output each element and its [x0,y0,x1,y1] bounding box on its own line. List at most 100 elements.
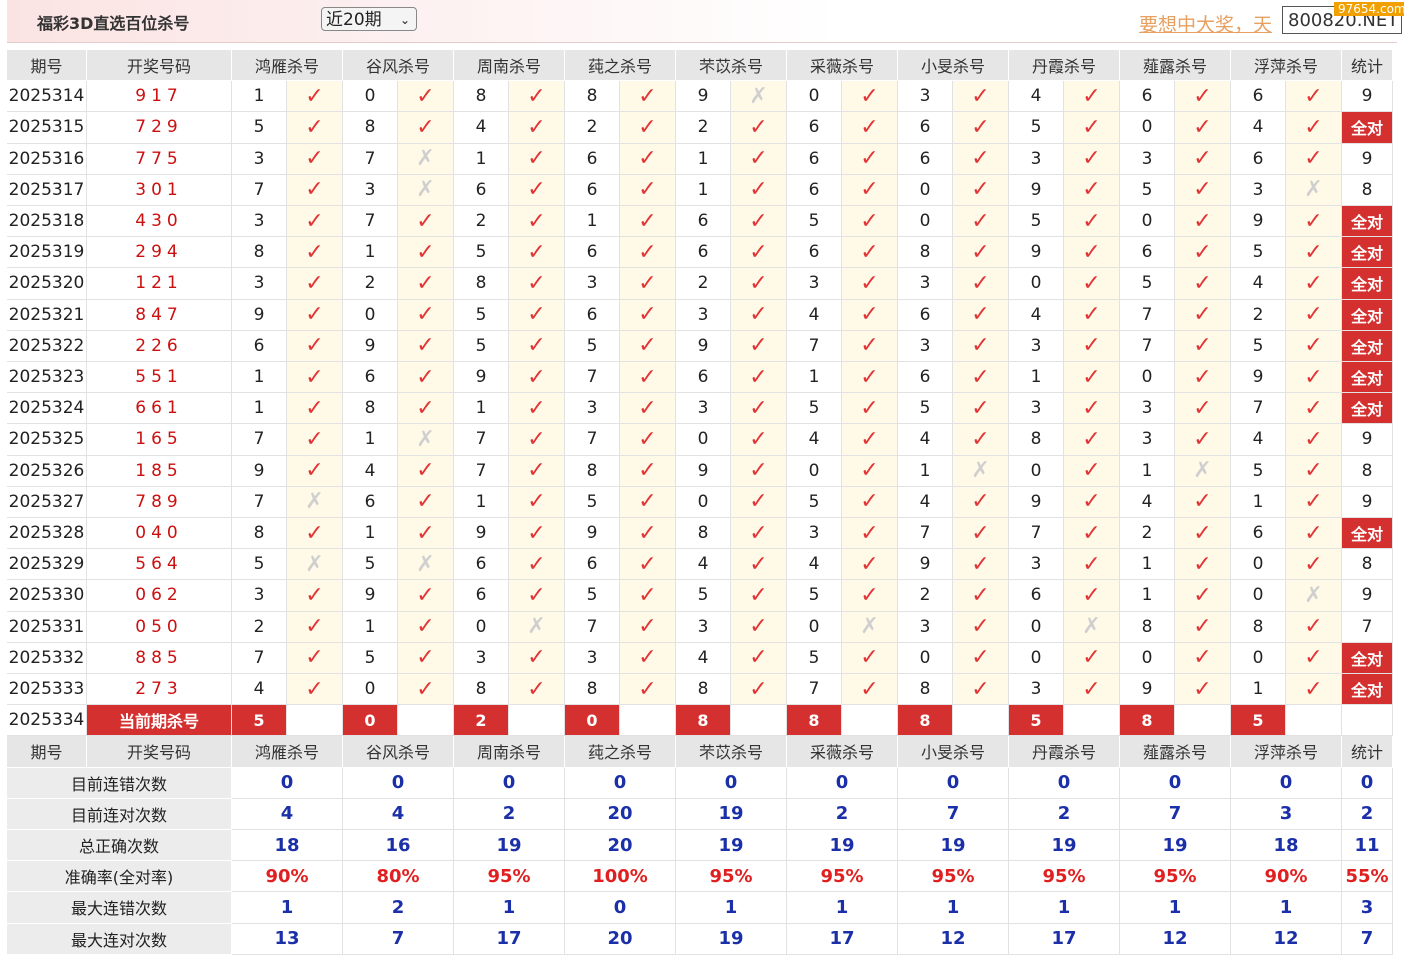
summary-value: 55% [1342,861,1393,893]
kill-number: 6 [1009,580,1064,612]
kill-number: 3 [1120,143,1175,175]
summary-label: 总正确次数 [7,830,232,862]
kill-number: 4 [676,642,731,674]
kill-number: 5 [232,549,287,581]
kill-status: ✓ [287,81,343,113]
kill-number: 4 [232,674,287,706]
period-select[interactable]: 近20期 ⌄ [321,7,417,31]
kill-number: 2 [898,580,953,612]
summary-label: 最大连对次数 [7,923,232,955]
kill-status: ✓ [953,206,1009,238]
kill-status: ✓ [509,486,565,518]
summary-value: 1 [1231,892,1342,924]
draw-number: 789 [87,486,232,518]
kill-number: 6 [676,362,731,394]
column-header: 薤露杀号 [1120,50,1231,82]
kill-status: ✗ [287,549,343,581]
kill-number: 7 [1009,518,1064,550]
kill-status: ✓ [287,518,343,550]
select-text: 近20期 [326,10,382,30]
kill-status: ✓ [953,268,1009,300]
column-header: 开奖号码 [87,50,232,82]
kill-status: ✓ [1286,206,1342,238]
kill-number: 5 [1120,268,1175,300]
current-kill: 5 [1231,705,1286,737]
stat: 全对 [1342,362,1393,394]
kill-status: ✓ [842,268,898,300]
kill-number: 8 [676,674,731,706]
summary-value: 7 [343,923,454,955]
column-header: 薤露杀号 [1120,736,1231,768]
kill-status: ✓ [1064,143,1120,175]
kill-number: 3 [565,268,620,300]
summary-value: 1 [454,892,565,924]
kill-status: ✓ [1175,81,1231,113]
kill-status: ✓ [287,674,343,706]
column-header: 期号 [7,50,87,82]
kill-status: ✓ [1286,611,1342,643]
kill-number: 8 [454,81,509,113]
summary-value: 4 [343,798,454,830]
current-kill: 5 [1009,705,1064,737]
kill-number: 9 [454,518,509,550]
kill-status: ✓ [398,299,454,331]
stat: 全对 [1342,674,1393,706]
kill-status: ✓ [398,674,454,706]
kill-status: ✓ [842,486,898,518]
kill-status: ✓ [1175,206,1231,238]
kill-number: 6 [1120,237,1175,269]
kill-status: ✓ [1175,174,1231,206]
draw-number: 040 [87,518,232,550]
summary-value: 7 [1120,798,1231,830]
kill-number: 5 [343,642,398,674]
kill-status: ✗ [1286,580,1342,612]
kill-status: ✓ [1175,299,1231,331]
kill-number: 4 [787,299,842,331]
draw-number: 185 [87,455,232,487]
kill-status: ✓ [953,611,1009,643]
kill-number: 4 [454,112,509,144]
kill-status: ✓ [953,549,1009,581]
kill-status: ✓ [398,206,454,238]
kill-number: 9 [343,330,398,362]
column-header: 丹霞杀号 [1009,736,1120,768]
kill-status: ✓ [1286,455,1342,487]
summary-value: 0 [343,767,454,799]
kill-number: 3 [676,299,731,331]
summary-value: 1 [1009,892,1120,924]
kill-status: ✓ [509,674,565,706]
draw-number: 847 [87,299,232,331]
marquee-link[interactable]: 要想中大奖，天 [1139,14,1273,36]
summary-value: 2 [343,892,454,924]
kill-status: ✓ [1175,112,1231,144]
draw-number: 294 [87,237,232,269]
kill-status: ✓ [1064,674,1120,706]
kill-number: 4 [898,486,953,518]
kill-status: ✓ [1286,674,1342,706]
period: 2025314 [7,81,87,113]
summary-label: 最大连错次数 [7,892,232,924]
kill-number: 6 [898,299,953,331]
kill-status: ✓ [620,299,676,331]
summary-value: 12 [1120,923,1231,955]
kill-status: ✓ [842,674,898,706]
kill-number: 9 [676,455,731,487]
kill-number: 6 [898,112,953,144]
kill-number: 3 [565,393,620,425]
kill-number: 4 [787,424,842,456]
kill-number: 8 [1120,611,1175,643]
kill-status: ✓ [842,330,898,362]
kill-status: ✓ [731,549,787,581]
kill-number: 0 [676,486,731,518]
kill-status: ✓ [1286,424,1342,456]
summary-value: 7 [898,798,1009,830]
summary-label: 准确率(全对率) [7,861,232,893]
kill-status: ✓ [287,143,343,175]
summary-value: 1 [898,892,1009,924]
draw-number: 301 [87,174,232,206]
summary-value: 19 [898,830,1009,862]
kill-number: 3 [232,268,287,300]
summary-value: 0 [1342,767,1393,799]
watermark: 97654.com [1334,2,1404,16]
